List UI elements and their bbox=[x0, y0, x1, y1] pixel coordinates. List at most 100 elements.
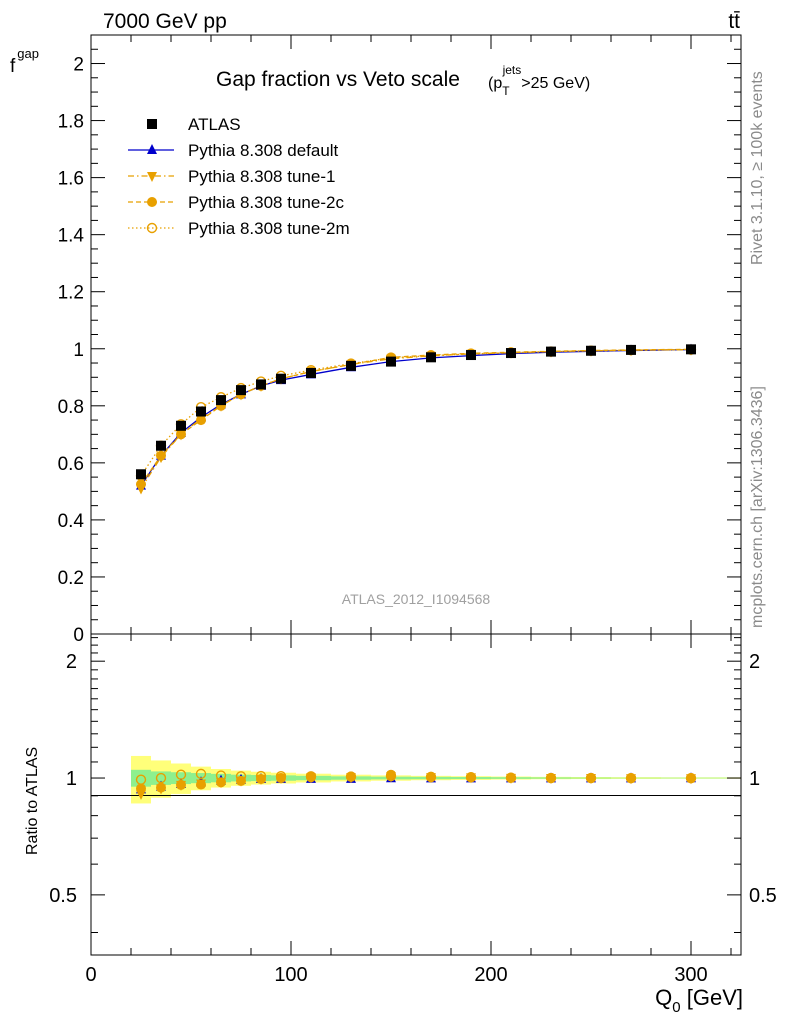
x-tick-label: 200 bbox=[474, 964, 507, 986]
ratio-point bbox=[686, 773, 696, 784]
ratio-point bbox=[385, 770, 397, 782]
ratio-y-axis: 0.5 0.5 1 1 2 2 bbox=[49, 637, 777, 933]
main-title: Gap fraction vs Veto scale bbox=[216, 68, 460, 91]
y-tick-label: 0.6 bbox=[58, 454, 84, 475]
ratio-point bbox=[585, 772, 597, 784]
data-point bbox=[216, 395, 226, 406]
x-label-base: Q bbox=[655, 985, 672, 1010]
series-pythia-8-308-tune-1 bbox=[136, 345, 696, 495]
ratio-point bbox=[256, 774, 266, 785]
ratio-series-group bbox=[135, 768, 697, 800]
ratio-point bbox=[176, 779, 186, 790]
x-axis-label: Q0 [GeV] bbox=[655, 985, 743, 1016]
main-x-ticks bbox=[90, 35, 732, 634]
ratio-series-pythia-8-308-tune-2m bbox=[135, 768, 697, 785]
series-pythia-8-308-tune-2c bbox=[136, 344, 696, 490]
data-point bbox=[306, 368, 316, 379]
series-pythia-8-308-tune-2m bbox=[135, 344, 697, 481]
legend-marker bbox=[147, 172, 157, 182]
series-line bbox=[140, 348, 692, 489]
data-point bbox=[176, 420, 186, 431]
series-pythia-8-308-default bbox=[136, 343, 696, 490]
ratio-point bbox=[546, 772, 556, 783]
data-point bbox=[426, 352, 436, 363]
data-point bbox=[686, 344, 696, 355]
ratio-point bbox=[305, 771, 317, 782]
y-label-base: f bbox=[10, 56, 16, 77]
y-tick-label: 0.4 bbox=[58, 511, 85, 532]
x-label-rest: [GeV] bbox=[681, 985, 743, 1010]
data-point bbox=[196, 415, 206, 426]
legend-label: Pythia 8.308 tune-2c bbox=[188, 193, 344, 212]
legend-entry: Pythia 8.308 tune-2m bbox=[128, 219, 350, 238]
data-point bbox=[276, 373, 286, 384]
data-point bbox=[256, 379, 266, 390]
legend-label: Pythia 8.308 tune-2m bbox=[188, 219, 350, 238]
legend-entry: Pythia 8.308 tune-1 bbox=[128, 167, 335, 186]
x-tick-label: 100 bbox=[274, 964, 307, 986]
ratio-point bbox=[136, 783, 146, 794]
ratio-point bbox=[625, 772, 637, 784]
ratio-point bbox=[466, 772, 476, 783]
x-tick-label: 300 bbox=[674, 964, 707, 986]
main-series-group bbox=[135, 343, 697, 495]
energy-label: 7000 GeV pp bbox=[103, 10, 227, 33]
series-atlas bbox=[136, 344, 696, 480]
main-panel: 0 0.2 0.4 0.6 0.8 1 1.2 1.4 1.6 1.8 2 Gap fraction… bbox=[10, 34, 742, 646]
ratio-point bbox=[425, 771, 437, 783]
ratio-point bbox=[626, 773, 636, 784]
y-tick-label: 0 bbox=[73, 625, 84, 646]
data-point bbox=[236, 385, 246, 396]
ratio-point bbox=[586, 772, 596, 783]
legend-marker bbox=[146, 222, 158, 234]
uncertainty-band-green bbox=[131, 769, 151, 787]
y-tick-label: 1.8 bbox=[58, 112, 84, 133]
data-point bbox=[156, 440, 166, 451]
series-line bbox=[140, 348, 692, 485]
ratio-y-tick-label: 1 bbox=[66, 768, 77, 790]
data-point bbox=[196, 406, 206, 417]
y-label-sub: gap bbox=[17, 46, 39, 61]
legend-marker bbox=[147, 144, 157, 154]
y-tick-label: 1.4 bbox=[58, 226, 85, 247]
series-line bbox=[140, 348, 692, 487]
legend-marker bbox=[147, 119, 157, 129]
ratio-point bbox=[346, 771, 356, 782]
y-tick-label: 1.2 bbox=[58, 283, 84, 304]
ratio-point bbox=[545, 772, 557, 784]
data-point bbox=[386, 356, 396, 367]
ratio-y-tick-label-right: 1 bbox=[749, 768, 760, 790]
y-tick-label: 0.2 bbox=[58, 568, 84, 589]
ratio-point bbox=[215, 770, 227, 781]
y-tick-label: 1 bbox=[73, 340, 84, 361]
main-title-cut: (pTjets>25 GeV) bbox=[488, 63, 590, 98]
main-y-axis: 0 0.2 0.4 0.6 0.8 1 1.2 1.4 1.6 1.8 2 bbox=[58, 48, 741, 646]
ratio-y-label: Ratio to ATLAS bbox=[24, 747, 41, 855]
data-point bbox=[586, 345, 596, 356]
series-line bbox=[140, 348, 692, 477]
ratio-point bbox=[156, 782, 166, 793]
data-point bbox=[466, 350, 476, 361]
legend-entry: Pythia 8.308 default bbox=[128, 141, 339, 160]
ratio-point bbox=[426, 771, 436, 782]
x-label-sub: 0 bbox=[672, 999, 680, 1016]
uncertainty-band-green bbox=[661, 777, 741, 779]
data-point bbox=[136, 469, 146, 480]
data-point bbox=[176, 429, 186, 440]
ratio-point bbox=[175, 769, 187, 780]
uncertainty-band-green bbox=[151, 771, 171, 785]
legend: ATLAS Pythia 8.308 default Pythia 8.308 tu… bbox=[128, 115, 350, 238]
ratio-point bbox=[505, 772, 517, 784]
rivet-label: Rivet 3.1.10, ≥ 100k events bbox=[749, 71, 766, 265]
title-cut-sub: T bbox=[502, 84, 510, 98]
y-tick-label: 1.6 bbox=[58, 169, 84, 190]
watermark: ATLAS_2012_I1094568 bbox=[342, 591, 491, 607]
title-cut-sup: jets bbox=[502, 63, 522, 77]
ratio-y-tick-label-right: 0.5 bbox=[749, 885, 777, 907]
legend-label: ATLAS bbox=[188, 115, 241, 134]
title-cut-rest: >25 GeV) bbox=[521, 75, 590, 92]
ratio-y-tick-label-right: 2 bbox=[749, 651, 760, 673]
ratio-y-tick-label: 0.5 bbox=[49, 885, 77, 907]
legend-label: Pythia 8.308 tune-1 bbox=[188, 167, 335, 186]
